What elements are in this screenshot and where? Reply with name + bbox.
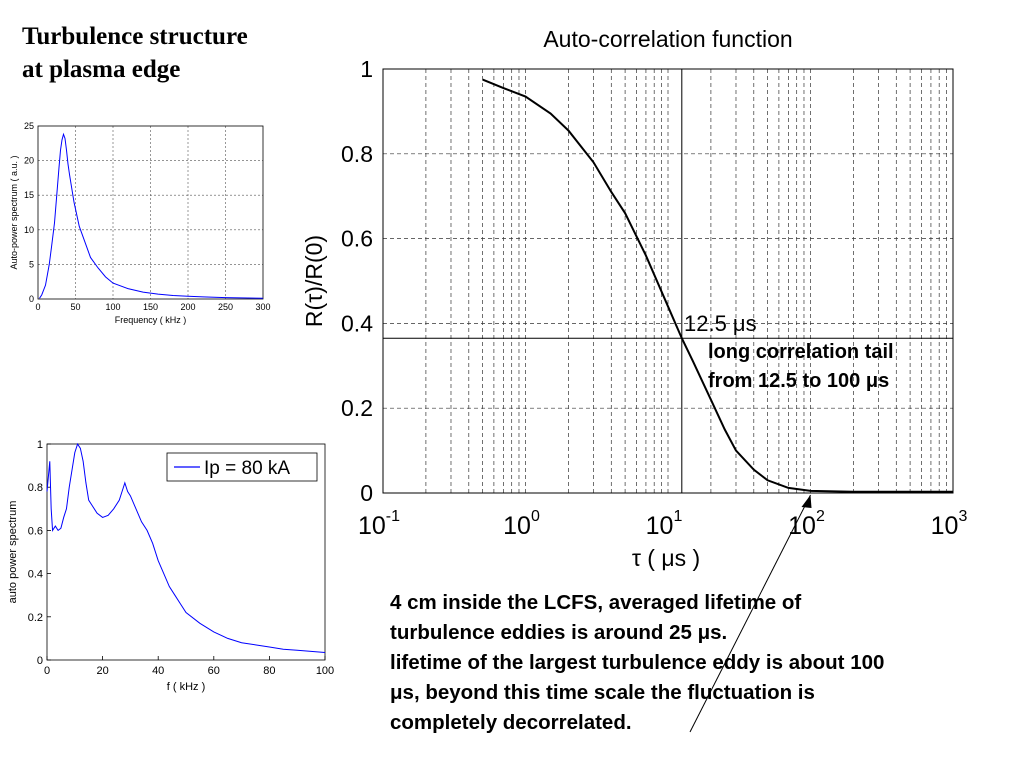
x-tick-label: 20 xyxy=(96,665,108,677)
y-tick-label: 0 xyxy=(360,480,373,506)
y-tick-label: 0.2 xyxy=(341,395,373,421)
plot-frame xyxy=(382,68,954,494)
spectrum-chart-1: 0 50 100 150 200 250 300 0 5 10 15 20 25 Frequency ( … xyxy=(9,121,271,325)
spectrum-chart-2: 0 20 40 60 80 100 0 0.2 0.4 0.6 0.8 1 Ip = 80 kA f ( … xyxy=(7,439,334,693)
y-tick-label: 0.6 xyxy=(341,226,373,252)
caption-line-2: turbulence eddies is around 25 μs. xyxy=(390,621,728,644)
x-tick-label: 150 xyxy=(143,302,158,312)
x-axis-label: τ ( μs ) xyxy=(632,545,700,571)
y-tick-label: 0 xyxy=(37,655,43,667)
spectrum-line xyxy=(39,132,264,299)
y-tick-label: 10 xyxy=(24,225,34,235)
y-axis-label: auto power spectrum xyxy=(7,501,19,604)
vline-annotation: 12.5 μs xyxy=(684,311,757,336)
spectrum-line xyxy=(46,442,326,653)
x-tick-label: 103 xyxy=(931,508,968,540)
slide-title: Turbulence structure at plasma edge xyxy=(22,20,302,86)
y-tick-label: 0.6 xyxy=(28,525,43,537)
y-tick-label: 5 xyxy=(29,259,34,269)
x-tick-label: 50 xyxy=(70,302,80,312)
caption-line-4: μs, beyond this time scale the fluctuati… xyxy=(390,681,815,704)
x-tick-label: 300 xyxy=(255,302,270,312)
y-tick-label: 0.4 xyxy=(341,310,373,336)
pointer-arrow-head xyxy=(801,495,812,508)
slide-title-line-1: Turbulence structure xyxy=(22,23,248,50)
y-tick-label: 0.2 xyxy=(28,612,43,624)
x-axis-label: f ( kHz ) xyxy=(167,681,206,693)
legend: Ip = 80 kA xyxy=(166,452,318,482)
caption-text: 4 cm inside the LCFS, averaged lifetime … xyxy=(390,588,1020,738)
slide-title-line-2: at plasma edge xyxy=(22,56,181,83)
y-tick-label: 25 xyxy=(24,121,34,131)
x-tick-label: 10-1 xyxy=(358,508,400,540)
x-tick-label: 100 xyxy=(316,665,334,677)
y-tick-label: 1 xyxy=(37,439,43,451)
x-tick-label: 100 xyxy=(503,508,540,540)
plot-frame xyxy=(46,443,326,661)
x-tick-label: 102 xyxy=(788,508,825,540)
autocorrelation-curve xyxy=(482,78,953,493)
autocorrelation-chart: 0 0.2 0.4 0.6 0.8 1 10-1 100 101 102 103 Auto-corre… xyxy=(301,26,968,733)
x-tick-label: 40 xyxy=(152,665,164,677)
x-tick-label: 60 xyxy=(208,665,220,677)
tail-annotation-line-2: from 12.5 to 100 μs xyxy=(708,370,889,392)
y-axis-label: Auto-power spectrum ( a.u. ) xyxy=(9,155,19,269)
x-tick-label: 200 xyxy=(180,302,195,312)
x-tick-label: 100 xyxy=(105,302,120,312)
x-axis-label: Frequency ( kHz ) xyxy=(115,315,187,325)
legend-label: Ip = 80 kA xyxy=(204,458,290,479)
x-tick-label: 0 xyxy=(44,665,50,677)
caption-line-3: lifetime of the largest turbulence eddy … xyxy=(390,651,885,674)
plot-frame xyxy=(37,125,264,300)
y-tick-label: 0.8 xyxy=(28,482,43,494)
y-axis-label: R(τ)/R(0) xyxy=(301,235,327,327)
x-tick-label: 80 xyxy=(263,665,275,677)
y-tick-label: 1 xyxy=(360,56,373,82)
y-tick-label: 15 xyxy=(24,190,34,200)
caption-line-5: completely decorrelated. xyxy=(390,711,632,734)
x-tick-label: 0 xyxy=(35,302,40,312)
y-tick-label: 0.4 xyxy=(28,569,43,581)
caption-line-1: 4 cm inside the LCFS, averaged lifetime … xyxy=(390,591,802,614)
x-tick-label: 101 xyxy=(646,508,683,540)
chart-title: Auto-correlation function xyxy=(543,26,792,52)
y-tick-label: 0 xyxy=(29,294,34,304)
y-tick-label: 0.8 xyxy=(341,141,373,167)
x-tick-label: 250 xyxy=(218,302,233,312)
pointer-arrow-line xyxy=(689,494,811,733)
y-tick-label: 20 xyxy=(24,156,34,166)
tail-annotation-line-1: long correlation tail xyxy=(708,341,894,363)
